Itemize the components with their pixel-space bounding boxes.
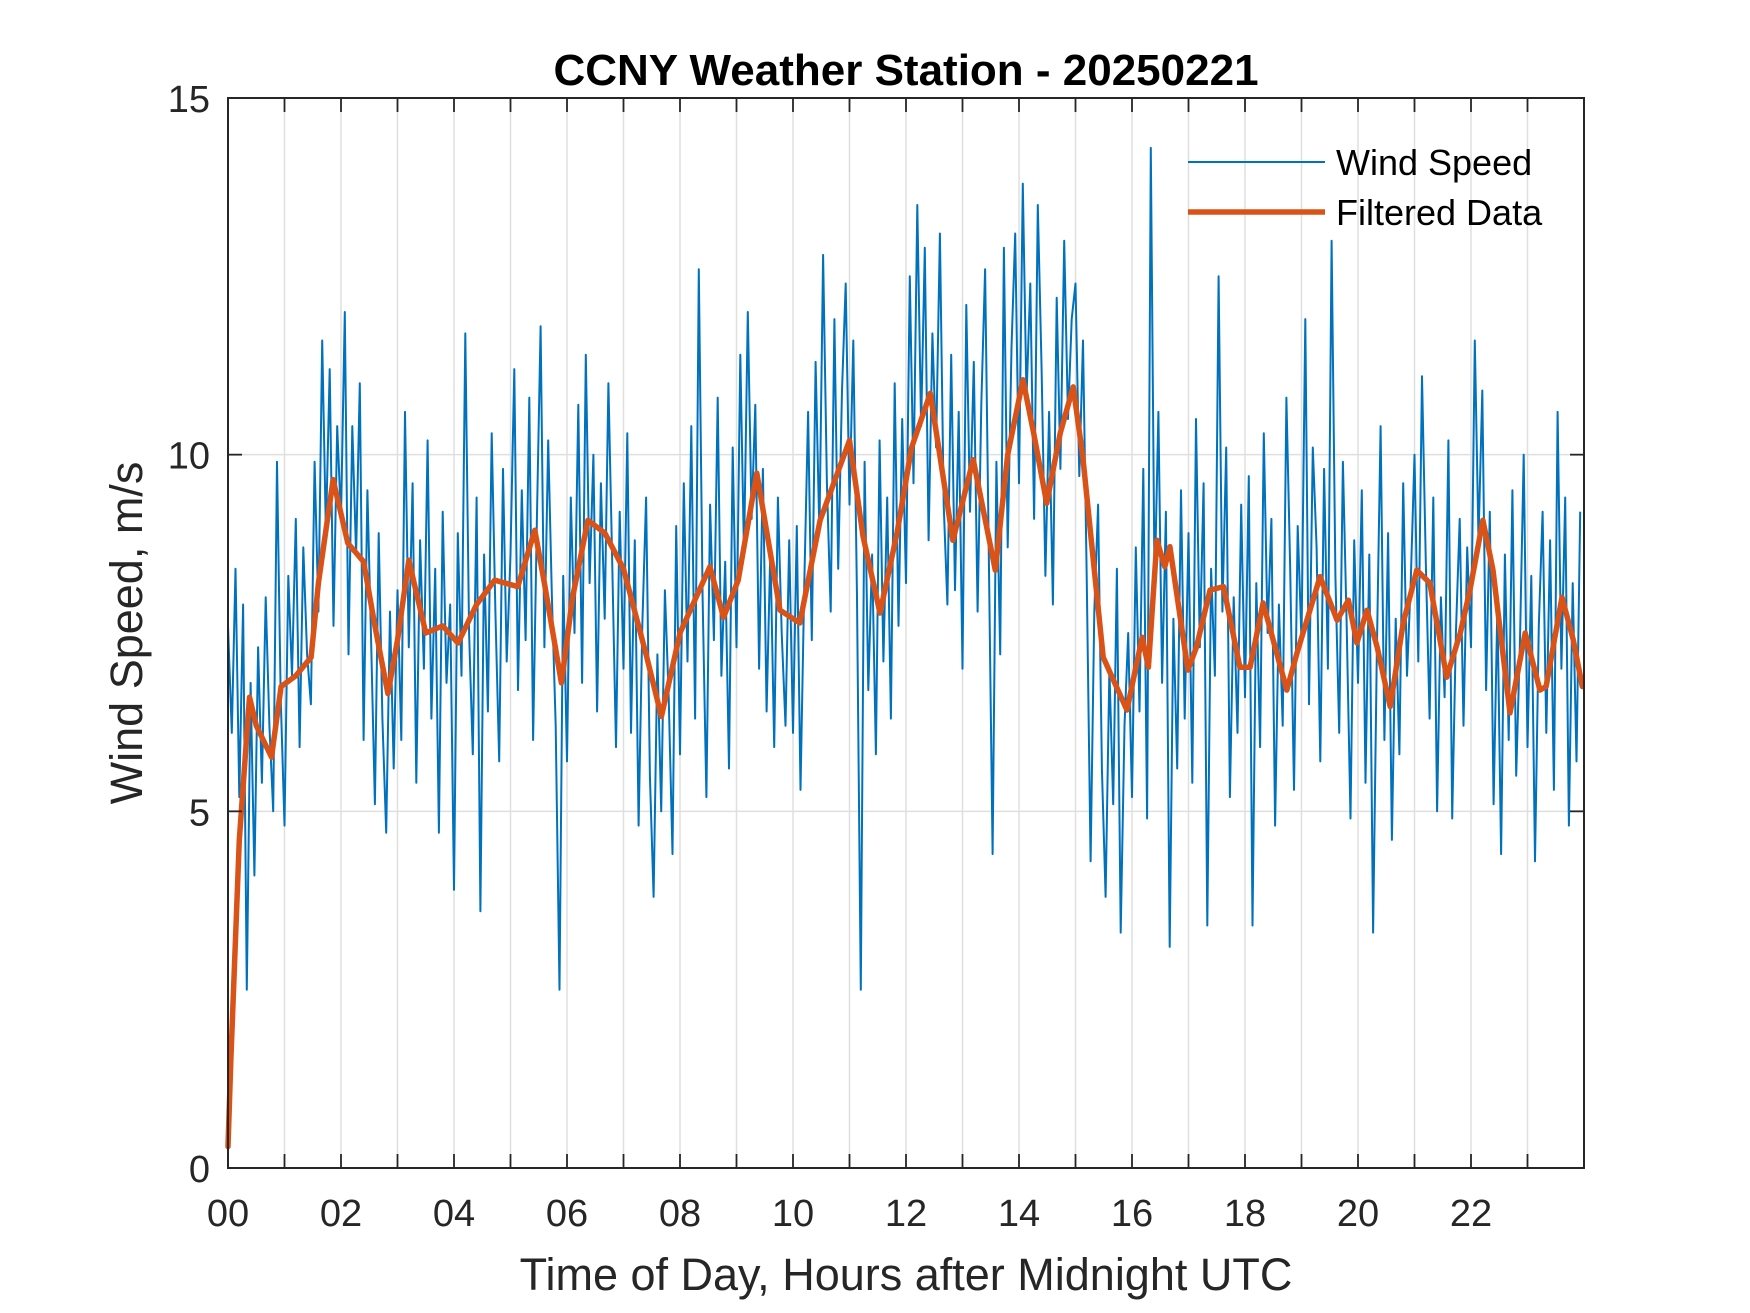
y-tick-label: 10 — [168, 436, 210, 478]
legend: Wind Speed Filtered Data — [1188, 142, 1543, 233]
axes-box — [227, 97, 1585, 1169]
chart-title: CCNY Weather Station - 20250221 — [553, 46, 1258, 95]
x-tick-label: 18 — [1224, 1193, 1266, 1235]
x-tick-label: 02 — [320, 1193, 362, 1235]
x-tick-label: 10 — [772, 1193, 814, 1235]
x-tick-label: 00 — [207, 1193, 249, 1235]
x-tick-label: 14 — [998, 1193, 1040, 1235]
x-axis-label: Time of Day, Hours after Midnight UTC — [520, 1249, 1293, 1300]
x-tick-label: 06 — [546, 1193, 588, 1235]
x-tick-label: 12 — [885, 1193, 927, 1235]
legend-label-wind-speed: Wind Speed — [1336, 142, 1532, 183]
y-tick-label: 5 — [189, 792, 210, 834]
x-tick-label: 16 — [1111, 1193, 1153, 1235]
x-tick-label: 22 — [1450, 1193, 1492, 1235]
x-tick-label: 08 — [659, 1193, 701, 1235]
series-line-filtered-data — [225, 377, 1586, 1150]
tick-labels: 00 02 04 06 08 10 12 14 16 18 20 22 0 5 10 15 — [168, 79, 1492, 1235]
x-tick-label: 04 — [433, 1193, 475, 1235]
y-axis-label: Wind Speed, m/s — [101, 462, 152, 805]
series-layer — [225, 146, 1586, 1150]
legend-label-filtered-data: Filtered Data — [1336, 192, 1543, 233]
axis-ticks — [227, 97, 1584, 1169]
y-tick-label: 15 — [168, 79, 210, 121]
y-tick-label: 0 — [189, 1149, 210, 1191]
x-tick-label: 20 — [1337, 1193, 1379, 1235]
